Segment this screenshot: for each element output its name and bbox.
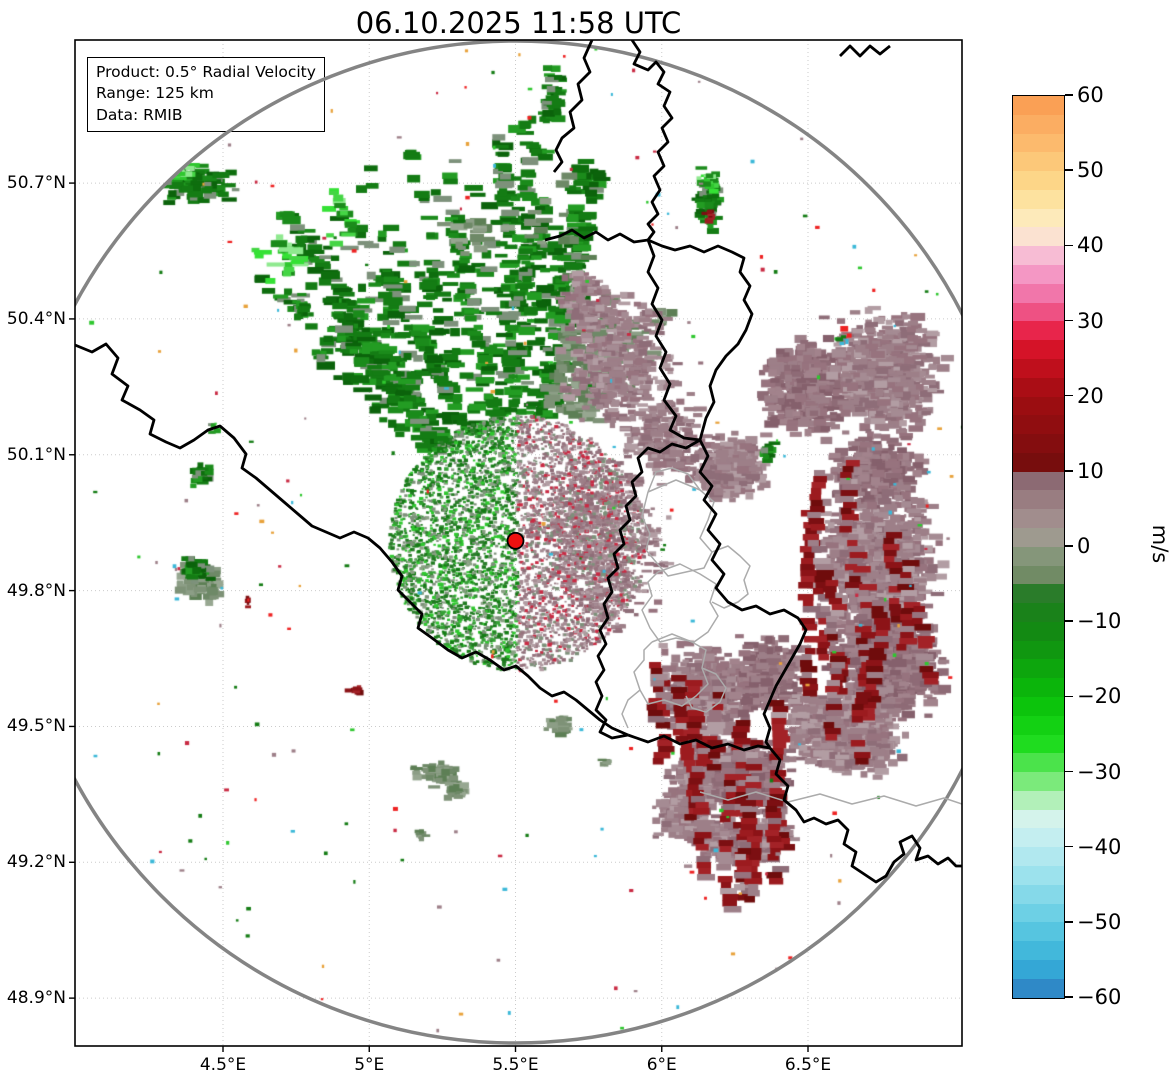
colorbar-band bbox=[1013, 772, 1064, 791]
colorbar-band bbox=[1013, 227, 1064, 247]
colorbar-tickmark bbox=[1065, 545, 1073, 547]
info-data-source: Data: RMIB bbox=[96, 105, 183, 124]
y-tick-label: 48.9°N bbox=[6, 988, 66, 1009]
colorbar-tick-label: −10 bbox=[1077, 609, 1122, 634]
colorbar-tickmark bbox=[1065, 470, 1073, 472]
colorbar-band bbox=[1013, 114, 1064, 134]
map-plot bbox=[75, 40, 962, 1046]
colorbar-band bbox=[1013, 941, 1064, 960]
colorbar-band bbox=[1013, 678, 1064, 697]
colorbar-tickmark bbox=[1065, 94, 1073, 96]
colorbar-band bbox=[1013, 546, 1064, 566]
colorbar-band bbox=[1013, 847, 1064, 867]
y-tick-label: 50.7°N bbox=[6, 173, 66, 194]
colorbar-tick-label: 50 bbox=[1077, 158, 1104, 183]
colorbar-band bbox=[1013, 565, 1064, 585]
colorbar-band bbox=[1013, 734, 1064, 754]
colorbar-band bbox=[1013, 959, 1064, 979]
colorbar-tick-label: −30 bbox=[1077, 759, 1122, 784]
colorbar-band bbox=[1013, 133, 1064, 153]
colorbar-tickmark bbox=[1065, 921, 1073, 923]
colorbar-band bbox=[1013, 152, 1064, 172]
colorbar-band bbox=[1013, 189, 1064, 209]
colorbar-tick-label: 20 bbox=[1077, 383, 1104, 408]
info-product: Product: 0.5° Radial Velocity bbox=[96, 63, 316, 81]
colorbar-tick-label: 60 bbox=[1077, 83, 1104, 107]
x-tick-label: 5.5°E bbox=[492, 1055, 539, 1075]
colorbar-band bbox=[1013, 809, 1064, 829]
x-tick-label: 6°E bbox=[646, 1055, 677, 1075]
y-tick-label: 49.2°N bbox=[6, 852, 66, 873]
info-range: Range: 125 km bbox=[96, 84, 214, 103]
y-tick-label: 50.4°N bbox=[6, 308, 66, 329]
colorbar-band bbox=[1013, 753, 1064, 773]
colorbar-band bbox=[1013, 171, 1064, 190]
y-tick-label: 50.1°N bbox=[6, 444, 66, 465]
colorbar-band bbox=[1013, 377, 1064, 397]
colorbar-band bbox=[1013, 828, 1064, 848]
colorbar-band bbox=[1013, 415, 1064, 435]
colorbar-band bbox=[1013, 715, 1064, 735]
colorbar-band bbox=[1013, 434, 1064, 453]
colorbar-band bbox=[1013, 358, 1064, 378]
radar-velocity-canvas bbox=[75, 40, 962, 1046]
colorbar-tickmark bbox=[1065, 770, 1073, 773]
colorbar-band bbox=[1013, 208, 1064, 228]
colorbar-band bbox=[1013, 509, 1064, 528]
colorbar-band bbox=[1013, 527, 1064, 547]
chart-title: 06.10.2025 11:58 UTC bbox=[355, 6, 682, 40]
x-tick-label: 5°E bbox=[354, 1055, 385, 1075]
colorbar-band bbox=[1013, 302, 1064, 322]
colorbar-tickmark bbox=[1065, 319, 1073, 322]
colorbar-band bbox=[1013, 283, 1064, 303]
colorbar-band bbox=[1013, 603, 1064, 622]
colorbar-band bbox=[1013, 584, 1064, 604]
colorbar-band bbox=[1013, 640, 1064, 660]
x-tick-label: 4.5°E bbox=[199, 1055, 247, 1075]
colorbar-tick-label: −20 bbox=[1077, 684, 1122, 709]
colorbar-band bbox=[1013, 265, 1064, 284]
colorbar-band bbox=[1013, 340, 1064, 359]
colorbar-band bbox=[1013, 697, 1064, 716]
colorbar-band bbox=[1013, 321, 1064, 341]
colorbar-band bbox=[1013, 903, 1064, 923]
colorbar-band bbox=[1013, 659, 1064, 679]
colorbar-tick-label: 0 bbox=[1077, 534, 1091, 558]
colorbar-tick-label: −50 bbox=[1077, 909, 1122, 934]
colorbar-tick-label: 10 bbox=[1077, 458, 1104, 483]
colorbar-band bbox=[1013, 866, 1064, 885]
y-tick-label: 49.5°N bbox=[6, 716, 66, 737]
y-tick-label: 49.8°N bbox=[6, 580, 66, 601]
colorbar-unit-label: m/s bbox=[1148, 524, 1171, 564]
colorbar-band bbox=[1013, 621, 1064, 641]
colorbar-band bbox=[1013, 471, 1064, 491]
colorbar-band bbox=[1013, 978, 1064, 998]
colorbar-tickmark bbox=[1065, 695, 1073, 698]
colorbar-tick-label: 40 bbox=[1077, 233, 1104, 258]
colorbar bbox=[1012, 95, 1065, 999]
info-box: Product: 0.5° Radial Velocity Range: 125… bbox=[87, 57, 325, 133]
colorbar-band bbox=[1013, 396, 1064, 416]
colorbar-tick-label: 30 bbox=[1077, 308, 1104, 333]
colorbar-tickmark bbox=[1065, 620, 1073, 622]
colorbar-band bbox=[1013, 490, 1064, 510]
colorbar-band bbox=[1013, 884, 1064, 904]
colorbar-band bbox=[1013, 246, 1064, 266]
colorbar-tick-label: −40 bbox=[1077, 834, 1122, 859]
colorbar-tickmark bbox=[1065, 996, 1073, 998]
colorbar-band bbox=[1013, 922, 1064, 942]
colorbar-band bbox=[1013, 790, 1064, 810]
colorbar-tickmark bbox=[1065, 845, 1073, 848]
x-tick-label: 6.5°E bbox=[784, 1055, 832, 1075]
colorbar-tick-label: −60 bbox=[1077, 985, 1122, 1009]
colorbar-tickmark bbox=[1065, 244, 1073, 247]
colorbar-band bbox=[1013, 96, 1064, 115]
colorbar-tickmark bbox=[1065, 394, 1073, 397]
colorbar-tickmark bbox=[1065, 169, 1073, 171]
colorbar-band bbox=[1013, 452, 1064, 472]
